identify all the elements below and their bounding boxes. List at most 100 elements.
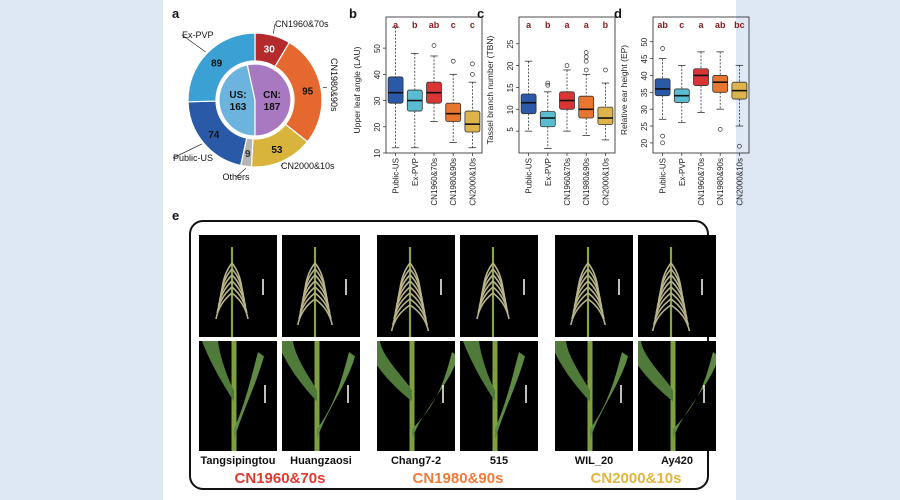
leaf-blade (495, 352, 525, 440)
pie-slice-inner (218, 64, 256, 137)
leaf-photo (282, 341, 360, 451)
tassel-illustration (570, 247, 620, 337)
significance-letter: a (526, 20, 532, 30)
tassel-branch (390, 304, 411, 332)
box (712, 75, 729, 93)
x-tick-label: CN1960&70s (430, 158, 439, 206)
outlier-point (470, 61, 475, 67)
significance-letter: a (393, 20, 399, 30)
pie-inner-value: 187 (264, 102, 281, 113)
box (539, 111, 556, 128)
outlier-point (564, 63, 570, 68)
box (520, 93, 537, 115)
outlier-point (545, 80, 551, 86)
leaf-photo (460, 341, 538, 451)
significance-letter: c (451, 20, 456, 30)
tassel-branch (314, 298, 333, 326)
pie-value-label: 95 (302, 86, 314, 97)
tassel-branch (297, 298, 316, 326)
box-plot-b: 10 20 30 40 50 Upper leaf angle (LAU) a Public-… (352, 16, 483, 206)
tassel-branch (670, 304, 691, 332)
leaf-photo (638, 341, 716, 451)
significance-letter: c (679, 20, 684, 30)
tassel-branch (314, 292, 332, 320)
tassel-branch (653, 298, 672, 326)
box (387, 76, 404, 104)
significance-letter: a (564, 20, 570, 30)
tassel-branch (651, 304, 672, 332)
panel-label-d: d (614, 6, 622, 21)
leaf-photo (199, 341, 277, 451)
leaf-blade (638, 341, 673, 402)
y-tick-label: 10 (373, 148, 382, 157)
x-tick-label: CN2000&10s (468, 158, 477, 206)
era-label-2000s: CN2000&10s (590, 470, 682, 487)
outlier-point (583, 50, 589, 55)
x-tick-label: Public-US (392, 158, 401, 194)
tassel-branch (571, 292, 589, 320)
leaf-blade (673, 352, 716, 440)
tassel-branch (409, 304, 430, 332)
x-tick-label: Ex-PVP (411, 158, 420, 186)
y-tick-label: 20 (373, 122, 382, 131)
x-tick-label: Public-US (525, 158, 534, 194)
pie-outer-label: Public-US (173, 153, 213, 163)
significance-letter: a (584, 20, 590, 30)
outlier-point (660, 46, 665, 51)
y-tick-label: 45 (640, 54, 649, 63)
significance-letter: b (412, 20, 418, 30)
x-tick-label: CN1960&70s (563, 158, 572, 206)
x-tick-label: CN2000&10s (601, 158, 610, 206)
leaf-photo (377, 341, 455, 451)
pie-value-label: 89 (211, 59, 223, 70)
significance-letter: bc (734, 20, 745, 30)
tassel-branch (492, 292, 510, 320)
pie-slice-inner (246, 63, 292, 137)
y-tick-label: 50 (640, 37, 649, 46)
x-tick-label: Public-US (659, 158, 668, 194)
variety-label: Chang7-2 (390, 455, 442, 467)
pie-outer-label: Others (222, 172, 250, 182)
tassel-branch (476, 292, 494, 320)
photo-frame: Tangsipingtou Huangzaosi Chang7-2 515 WI… (189, 220, 716, 490)
era-label-1960s: CN1960&70s (234, 470, 326, 487)
tassel-illustration (390, 247, 442, 337)
outlier-point (470, 71, 475, 77)
significance-letter: c (470, 20, 475, 30)
pie-chart-a: 30 95 53 9 74 89 US:163 CN:187 CN1960&70s CN1980&… (172, 19, 339, 182)
outlier-point (583, 67, 589, 73)
tassel-branch (298, 292, 316, 320)
leaf-illustration (463, 341, 527, 451)
figure-panel: a b c d e 30 95 53 9 74 89 US: 163 CN: 187 CN1960&… (163, 0, 750, 500)
leaf-illustration (638, 341, 716, 451)
box (654, 78, 671, 97)
leaf-blade (377, 341, 412, 402)
tassel-branch (393, 292, 411, 320)
y-tick-label: 30 (373, 96, 382, 105)
pie-inner-value: 163 (230, 102, 247, 113)
outlier-point (583, 58, 589, 64)
y-tick-label: 15 (506, 83, 515, 92)
leader-line (181, 34, 206, 53)
leaf-blade (202, 341, 234, 402)
tassel-branch (670, 298, 689, 326)
x-tick-label: CN1980&90s (582, 158, 591, 206)
leaf-blade (412, 352, 455, 440)
variety-label: Ay420 (660, 455, 693, 467)
tassel-branch (570, 298, 589, 326)
box (578, 95, 595, 119)
tassel-photo (282, 235, 360, 337)
x-tick-label: Ex-PVP (544, 158, 553, 186)
y-tick-label: 20 (506, 61, 515, 70)
variety-label: 515 (489, 455, 509, 467)
y-axis-label: Tassel branch number (TBN) (485, 36, 495, 145)
tassel-branch (587, 298, 606, 326)
outlier-point (660, 133, 665, 139)
tassel-photo (199, 235, 277, 337)
pie-value-label: 30 (264, 44, 276, 55)
x-tick-label: CN1960&70s (697, 158, 706, 206)
leaf-blade (317, 352, 355, 440)
y-tick-label: 5 (506, 127, 515, 132)
tassel-branch (654, 292, 672, 320)
